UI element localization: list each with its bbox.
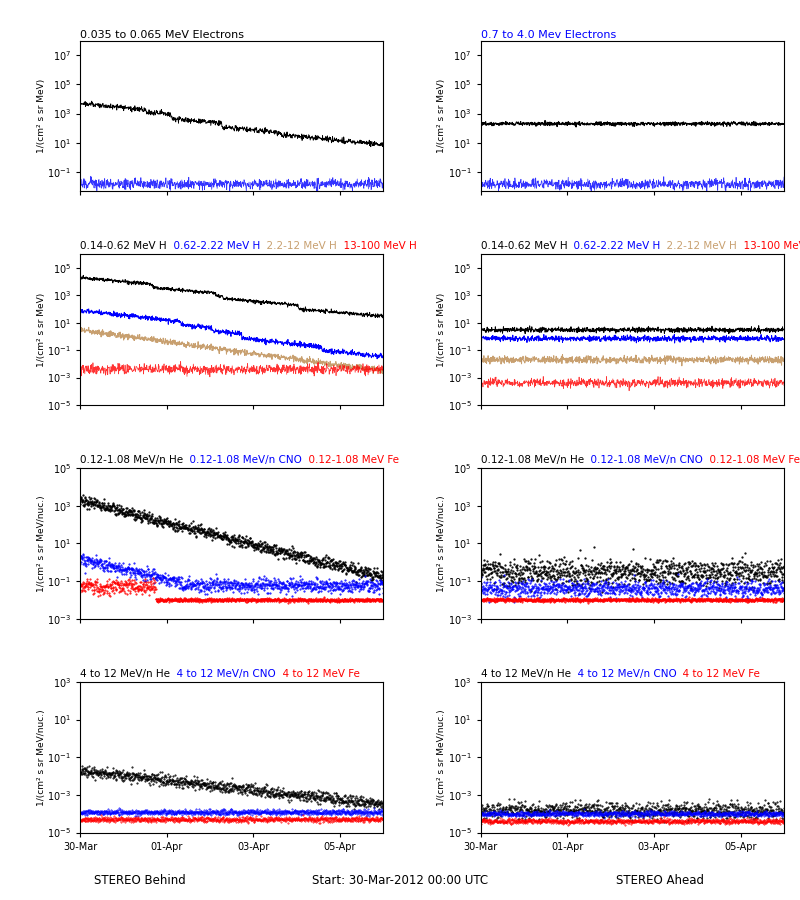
Text: 0.62-2.22 MeV H: 0.62-2.22 MeV H: [166, 241, 260, 251]
Y-axis label: 1/(cm² s sr MeV): 1/(cm² s sr MeV): [37, 292, 46, 366]
Text: 0.12-1.08 MeV/n CNO: 0.12-1.08 MeV/n CNO: [584, 455, 702, 465]
Text: 2.2-12 MeV H: 2.2-12 MeV H: [661, 241, 737, 251]
Text: 0.12-1.08 MeV/n He: 0.12-1.08 MeV/n He: [80, 455, 183, 465]
Text: 0.7 to 4.0 Mev Electrons: 0.7 to 4.0 Mev Electrons: [481, 30, 616, 40]
Text: 2.2-12 MeV H: 2.2-12 MeV H: [260, 241, 337, 251]
Text: 4 to 12 MeV Fe: 4 to 12 MeV Fe: [676, 669, 760, 679]
Text: 0.14-0.62 MeV H: 0.14-0.62 MeV H: [80, 241, 166, 251]
Text: 4 to 12 MeV/n CNO: 4 to 12 MeV/n CNO: [170, 669, 276, 679]
Y-axis label: 1/(cm² s sr MeV/nuc.): 1/(cm² s sr MeV/nuc.): [37, 495, 46, 591]
Text: 0.12-1.08 MeV Fe: 0.12-1.08 MeV Fe: [702, 455, 799, 465]
Text: 0.62-2.22 MeV H: 0.62-2.22 MeV H: [567, 241, 661, 251]
Text: 0.12-1.08 MeV Fe: 0.12-1.08 MeV Fe: [302, 455, 399, 465]
Y-axis label: 1/(cm² s sr MeV/nuc.): 1/(cm² s sr MeV/nuc.): [437, 709, 446, 806]
Text: 0.12-1.08 MeV/n He: 0.12-1.08 MeV/n He: [481, 455, 584, 465]
Text: 4 to 12 MeV/n CNO: 4 to 12 MeV/n CNO: [570, 669, 676, 679]
Text: STEREO Ahead: STEREO Ahead: [616, 874, 704, 886]
Text: 0.035 to 0.065 MeV Electrons: 0.035 to 0.065 MeV Electrons: [80, 30, 244, 40]
Y-axis label: 1/(cm² s sr MeV/nuc.): 1/(cm² s sr MeV/nuc.): [437, 495, 446, 591]
Text: Start: 30-Mar-2012 00:00 UTC: Start: 30-Mar-2012 00:00 UTC: [312, 874, 488, 886]
Y-axis label: 1/(cm² s sr MeV): 1/(cm² s sr MeV): [438, 78, 446, 153]
Text: 0.14-0.62 MeV H: 0.14-0.62 MeV H: [481, 241, 567, 251]
Text: 13-100 MeV H: 13-100 MeV H: [737, 241, 800, 251]
Text: 4 to 12 MeV Fe: 4 to 12 MeV Fe: [276, 669, 360, 679]
Y-axis label: 1/(cm² s sr MeV/nuc.): 1/(cm² s sr MeV/nuc.): [37, 709, 46, 806]
Text: 4 to 12 MeV/n He: 4 to 12 MeV/n He: [481, 669, 570, 679]
Y-axis label: 1/(cm² s sr MeV): 1/(cm² s sr MeV): [37, 78, 46, 153]
Y-axis label: 1/(cm² s sr MeV): 1/(cm² s sr MeV): [437, 292, 446, 366]
Text: 4 to 12 MeV/n He: 4 to 12 MeV/n He: [80, 669, 170, 679]
Text: 13-100 MeV H: 13-100 MeV H: [337, 241, 416, 251]
Text: STEREO Behind: STEREO Behind: [94, 874, 186, 886]
Text: 0.12-1.08 MeV/n CNO: 0.12-1.08 MeV/n CNO: [183, 455, 302, 465]
